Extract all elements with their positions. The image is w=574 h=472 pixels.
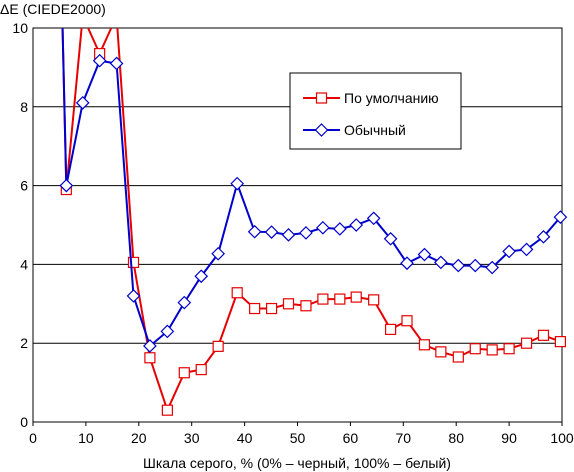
legend-marker <box>315 92 328 104</box>
x-tick-label: 10 <box>78 430 94 446</box>
data-point <box>265 302 278 315</box>
data-point <box>300 300 312 312</box>
y-tick-label: 4 <box>20 256 28 272</box>
data-point <box>434 255 448 270</box>
data-point <box>418 339 431 351</box>
data-point <box>247 224 262 239</box>
data-point <box>366 211 381 226</box>
legend-box <box>289 72 462 150</box>
data-point <box>194 269 209 284</box>
x-tick-label: 70 <box>396 430 412 446</box>
data-point <box>486 344 498 356</box>
legend: По умолчанию Обычный <box>289 72 462 150</box>
x-tick-label: 100 <box>550 430 574 446</box>
data-point <box>177 295 192 310</box>
y-tick-label: 2 <box>20 335 28 351</box>
data-point <box>519 242 534 257</box>
data-point <box>109 56 124 71</box>
data-point <box>451 258 466 273</box>
data-point <box>503 343 515 355</box>
y-tick-label: 8 <box>20 99 28 115</box>
data-point <box>332 222 347 236</box>
data-point <box>435 346 447 358</box>
data-point <box>334 293 346 305</box>
data-point <box>127 256 140 269</box>
data-point <box>160 324 175 339</box>
legend-item-2: Обычный <box>303 122 406 138</box>
series-1 <box>60 28 567 416</box>
data-point <box>264 225 279 239</box>
data-point <box>401 315 413 327</box>
data-point <box>230 176 245 191</box>
y-tick-label: 10 <box>12 20 28 36</box>
data-point <box>212 340 224 352</box>
y-axis-ticks: 0 2 4 6 8 10 <box>12 20 28 430</box>
legend-item-1: По умолчанию <box>303 90 439 106</box>
series-2 <box>59 28 568 353</box>
data-point <box>502 244 516 259</box>
data-point <box>452 351 464 363</box>
data-point <box>469 343 481 355</box>
data-point <box>231 287 243 299</box>
data-point <box>92 53 107 68</box>
data-point <box>520 337 533 349</box>
x-axis-label: Шкала серого, % (0% – черный, 100% – бел… <box>143 455 451 471</box>
x-tick-label: 0 <box>29 430 37 446</box>
data-point <box>485 260 500 275</box>
x-tick-label: 50 <box>290 430 306 446</box>
data-point <box>554 336 567 348</box>
data-point <box>316 220 330 235</box>
data-point <box>350 291 362 303</box>
data-point <box>282 298 295 310</box>
y-tick-label: 0 <box>20 414 28 430</box>
data-point <box>144 352 156 364</box>
data-point <box>417 247 432 262</box>
x-tick-label: 60 <box>343 430 359 446</box>
series-layer <box>59 28 568 416</box>
data-point <box>126 289 141 303</box>
data-point <box>281 228 296 242</box>
y-tick-label: 6 <box>20 178 28 194</box>
data-point <box>299 226 313 240</box>
data-point <box>537 329 550 341</box>
y-axis-label: ΔE (CIEDE2000) <box>0 1 106 17</box>
data-point <box>468 258 483 273</box>
data-point <box>143 339 157 353</box>
data-point <box>536 229 551 244</box>
data-point <box>368 294 380 306</box>
x-tick-label: 40 <box>237 430 253 446</box>
data-point <box>211 246 225 261</box>
x-tick-label: 30 <box>184 430 200 446</box>
data-point <box>349 218 364 232</box>
x-tick-label: 20 <box>131 430 147 446</box>
data-point <box>161 404 173 416</box>
legend-label: По умолчанию <box>344 90 439 106</box>
data-point <box>400 256 414 271</box>
legend-marker <box>314 123 329 137</box>
legend-label: Обычный <box>344 122 406 138</box>
data-point <box>553 210 568 224</box>
series-line-1 <box>61 28 561 413</box>
x-tick-label: 90 <box>501 430 517 446</box>
legend-items: По умолчанию Обычный <box>303 90 439 138</box>
x-axis-ticks: 0 10 20 30 40 50 60 70 80 90 100 <box>29 422 574 446</box>
data-point <box>59 178 74 193</box>
data-point <box>195 363 207 376</box>
x-tick-label: 80 <box>448 430 464 446</box>
data-point <box>317 293 329 305</box>
data-point <box>75 96 90 110</box>
data-point <box>385 323 397 336</box>
data-point <box>249 302 261 315</box>
data-point <box>383 231 398 246</box>
data-point <box>178 367 190 379</box>
